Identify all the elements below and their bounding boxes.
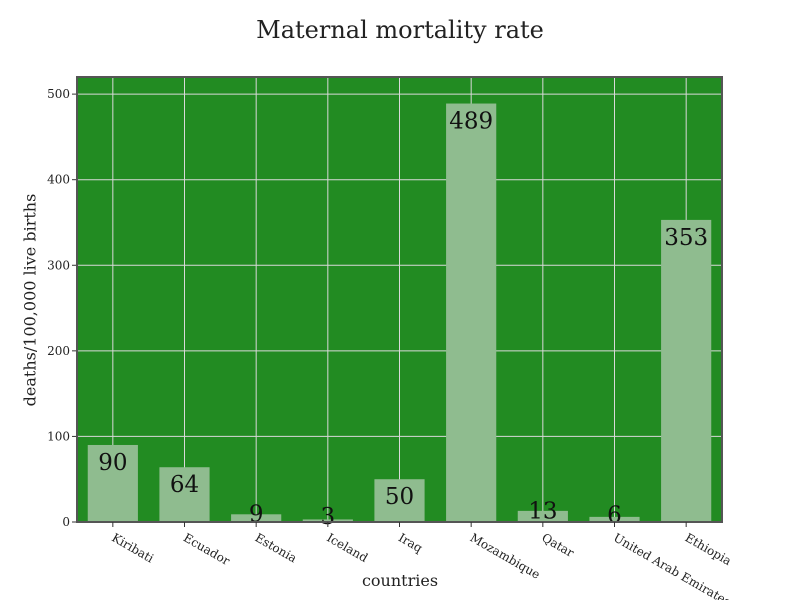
y-tick-label: 300 <box>47 258 70 272</box>
data-label: 353 <box>664 225 708 251</box>
x-tick-label: Mozambique <box>468 530 543 581</box>
bar <box>517 510 568 522</box>
data-label: 3 <box>321 504 336 530</box>
y-tick-label: 100 <box>47 429 70 443</box>
data-label: 90 <box>98 450 127 476</box>
bar <box>661 219 712 523</box>
bar <box>231 514 282 522</box>
x-tick-label: Iceland <box>324 530 370 565</box>
data-label: 13 <box>528 499 557 525</box>
data-label: 489 <box>449 109 493 135</box>
x-tick-label: Kiribati <box>109 530 156 565</box>
chart-title: Maternal mortality rate <box>256 16 544 44</box>
data-label: 9 <box>249 501 264 527</box>
x-tick-label: Ethiopia <box>683 530 734 568</box>
bar <box>302 519 353 522</box>
bar <box>446 103 497 523</box>
bar <box>87 444 138 522</box>
data-label: 50 <box>385 484 414 510</box>
x-tick-label: United Arab Emirates <box>611 530 733 600</box>
bar <box>589 516 640 522</box>
x-tick-label: Qatar <box>539 530 576 560</box>
x-tick-label: Ecuador <box>181 530 232 568</box>
y-tick-label: 400 <box>47 173 70 187</box>
data-label: 64 <box>170 472 199 498</box>
bar <box>374 479 425 522</box>
x-tick-label: Iraq <box>396 530 425 555</box>
x-axis-label: countries <box>361 571 439 590</box>
x-tick-label: Estonia <box>253 530 300 565</box>
y-tick-label: 500 <box>47 87 70 101</box>
y-tick-label: 0 <box>62 515 70 529</box>
bar <box>159 467 210 522</box>
y-tick-label: 200 <box>47 344 70 358</box>
